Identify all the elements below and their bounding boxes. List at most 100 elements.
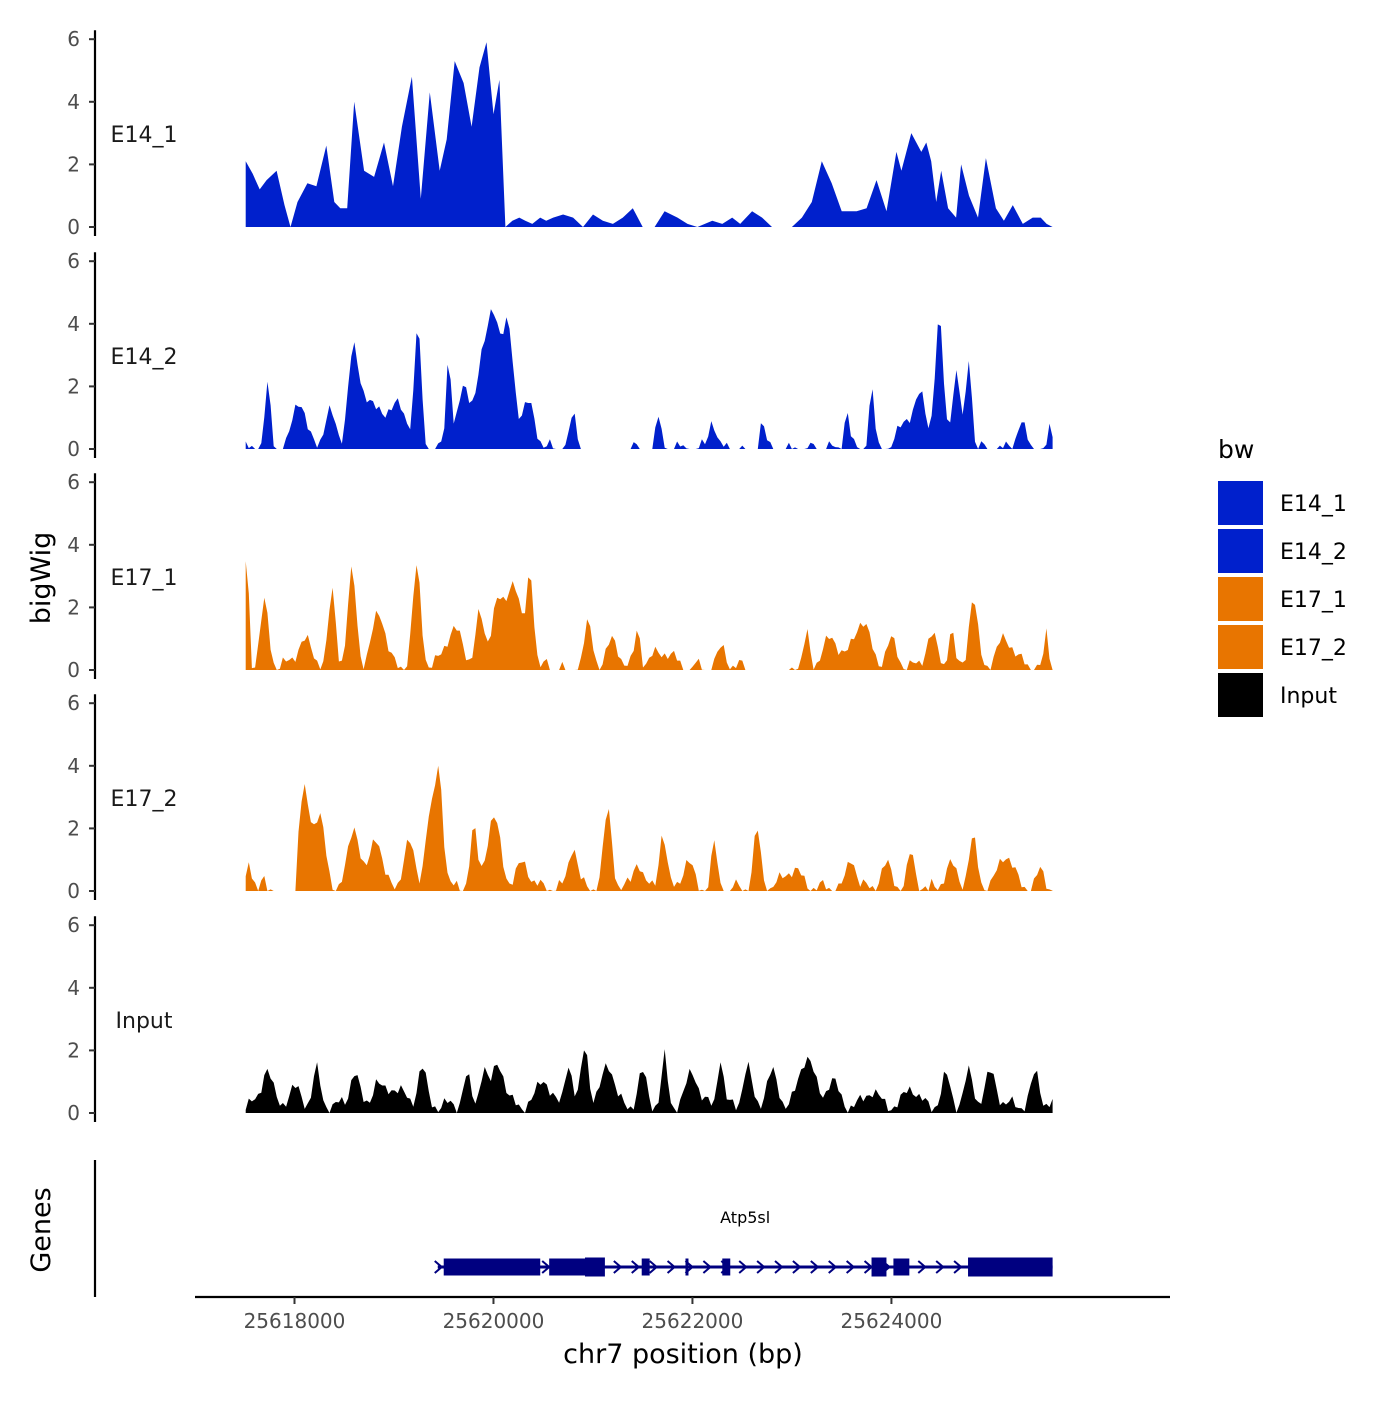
legend-swatch-E17_1 <box>1218 577 1263 621</box>
y-tick-label: 4 <box>67 90 80 114</box>
track-label: E14_2 <box>111 345 178 370</box>
gene-strand-chevron <box>935 1260 945 1274</box>
gene-strand-chevron <box>863 1260 874 1274</box>
y-tick-label: 4 <box>67 312 80 336</box>
y-axis-title: bigWig <box>26 532 57 625</box>
legend-swatch-E14_2 <box>1218 529 1263 573</box>
gene-strand-chevron <box>684 1260 695 1274</box>
gene-strand-chevron <box>1042 1260 1053 1274</box>
x-axis-title: chr7 position (bp) <box>563 1339 803 1370</box>
legend-label: E17_2 <box>1280 636 1347 661</box>
gene-strand-chevron <box>434 1260 444 1274</box>
legend-label: E14_1 <box>1280 492 1347 517</box>
y-tick-label: 4 <box>67 533 80 557</box>
legend-label: E17_1 <box>1280 588 1347 613</box>
y-tick-label: 6 <box>67 27 80 51</box>
gene-strand-chevron <box>487 1260 498 1274</box>
gene-exon <box>893 1258 910 1276</box>
y-tick-label: 4 <box>67 976 80 1000</box>
gene-strand-chevron <box>810 1260 820 1274</box>
x-axis: 25618000 25620000 25622000 25624000 <box>195 1295 1170 1333</box>
y-tick-label: 0 <box>67 879 80 903</box>
y-tick-label: 6 <box>67 470 80 494</box>
y-tick-label: 6 <box>67 249 80 273</box>
gene-strand-chevron <box>738 1260 748 1274</box>
y-tick-label: 0 <box>67 215 80 239</box>
legend-swatch-Input <box>1218 673 1263 717</box>
gene-strand-chevron <box>774 1260 784 1274</box>
gene-strand-chevron <box>577 1260 587 1274</box>
gene-exon <box>722 1258 731 1276</box>
y-tick-label: 6 <box>67 691 80 715</box>
gene-strand-chevron <box>1025 1260 1035 1274</box>
track-area-E17_1 <box>245 561 1053 670</box>
track-panel-E17_1: 0 2 4 6 E17_1 <box>67 470 1053 682</box>
gene-strand-chevron <box>666 1260 677 1274</box>
y-tick-label: 0 <box>67 437 80 461</box>
y-tick-label: 2 <box>67 374 80 398</box>
gene-strand-chevron <box>559 1260 569 1274</box>
gene-strand-chevron <box>631 1260 641 1274</box>
gene-strand-chevron <box>881 1260 891 1274</box>
x-tick-label: 25624000 <box>841 1309 943 1333</box>
gene-exon <box>968 1257 1053 1277</box>
gene-strand-chevron <box>917 1260 927 1274</box>
track-area-E14_1 <box>245 42 1053 227</box>
track-area-E17_2 <box>245 765 1053 891</box>
gene-strand-chevron <box>989 1260 999 1274</box>
track-area-E14_2 <box>245 309 1053 449</box>
x-tick-label: 25622000 <box>642 1309 744 1333</box>
gene-strand-chevron <box>1007 1260 1017 1274</box>
gene-exon <box>641 1258 650 1276</box>
track-label: E17_1 <box>111 566 178 591</box>
y-tick-label: 2 <box>67 152 80 176</box>
y-tick-label: 2 <box>67 595 80 619</box>
gene-strand-chevron <box>541 1260 551 1274</box>
gene-strand-chevron <box>899 1260 909 1274</box>
y-tick-label: 0 <box>67 658 80 682</box>
gene-exon <box>585 1257 605 1277</box>
x-tick-label: 25618000 <box>244 1309 346 1333</box>
x-tick-label: 25620000 <box>443 1309 545 1333</box>
gene-strand-chevron <box>452 1260 462 1274</box>
track-label: E17_2 <box>111 787 178 812</box>
legend-label: Input <box>1280 684 1337 709</box>
gene-strand-chevron <box>828 1260 838 1274</box>
gene-exon <box>871 1257 887 1277</box>
gene-strand-chevron <box>756 1260 766 1274</box>
gene-strand-chevron <box>971 1260 981 1274</box>
track-panel-Input: 0 2 4 6 Input <box>67 913 1053 1125</box>
track-panel-E17_2: 0 2 4 6 E17_2 <box>67 691 1053 903</box>
legend-swatch-E17_2 <box>1218 625 1263 669</box>
y-tick-label: 0 <box>67 1101 80 1125</box>
legend-title: bw <box>1218 435 1254 464</box>
genes-axis-title: Genes <box>26 1187 57 1272</box>
y-tick-label: 6 <box>67 913 80 937</box>
legend-label: E14_2 <box>1280 540 1347 565</box>
gene-strand-chevron <box>702 1260 712 1274</box>
gene-name-label: Atp5sl <box>720 1208 770 1227</box>
track-area-Input <box>245 1049 1053 1113</box>
gene-strand-chevron <box>505 1260 515 1274</box>
legend: bw E14_1 E14_2 E17_1 E17_2 Input <box>1218 435 1347 717</box>
gene-strand-chevron <box>613 1260 623 1274</box>
legend-swatch-E14_1 <box>1218 481 1263 525</box>
y-tick-label: 2 <box>67 816 80 840</box>
gene-exon <box>685 1258 689 1276</box>
gene-strand-chevron <box>469 1260 480 1274</box>
gene-strand-chevron <box>595 1260 605 1274</box>
gene-strand-chevron <box>792 1260 802 1274</box>
track-panel-E14_1: 0 2 4 6 E14_1 <box>67 27 1053 239</box>
gene-exon <box>443 1258 541 1276</box>
gene-strand-chevron <box>523 1260 533 1274</box>
y-tick-label: 4 <box>67 754 80 778</box>
gene-strand-chevron <box>845 1260 856 1274</box>
gene-panel: Atp5sl <box>93 1160 1053 1297</box>
y-tick-label: 2 <box>67 1038 80 1062</box>
gene-strand-chevron <box>720 1260 730 1274</box>
track-panel-E14_2: 0 2 4 6 E14_2 <box>67 249 1053 461</box>
gene-strand-chevron <box>953 1260 963 1274</box>
track-label: E14_1 <box>111 123 178 148</box>
track-panels: 0 2 4 6 E14_1 0 2 4 6 E14_2 0 2 4 6 E17_1 0 2 4 6 E17_2 0 2 4 6… <box>67 27 1053 1125</box>
